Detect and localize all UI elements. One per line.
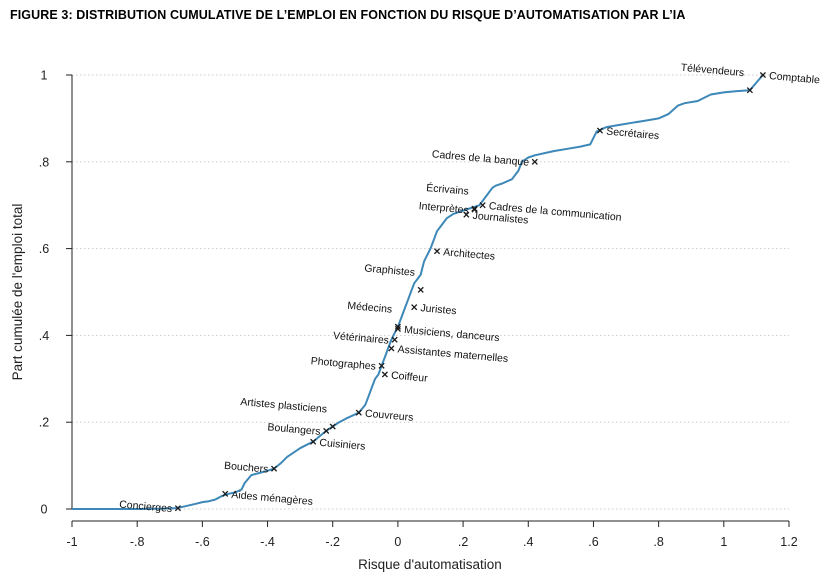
occupation-label-5: Artistes plasticiens [240,396,328,416]
marker-x-3 [310,438,317,445]
occupation-marker-12 [394,323,401,330]
marker-x-19 [479,202,486,209]
x-axis-title: Risque d'automatisation [358,557,502,572]
occupation-label-3: Cuisiniers [319,437,366,453]
occupation-marker-8 [378,362,385,369]
y-axis-title: Part cumulée de l'emploi total [10,204,25,381]
occupation-marker-6 [355,409,362,416]
occupation-label-22: Télévendeurs [680,62,744,79]
occupation-label-1: Aides ménagères [231,489,313,508]
figure-title: FIGURE 3: DISTRIBUTION CUMULATIVE DE L’E… [10,8,686,22]
marker-x-22 [746,87,753,94]
series-layer [72,74,764,510]
y-tick-label-2: .4 [39,329,49,343]
occupation-label-0: Concierges [119,499,173,516]
occupation-label-13: Juristes [420,302,457,317]
marker-x-8 [378,362,385,369]
x-tick-label-2: -.6 [195,535,210,549]
occupation-marker-23 [759,71,766,79]
occupation-label-14: Graphistes [364,262,416,278]
grid-layer [72,74,789,510]
occupation-marker-3 [310,438,317,445]
marker-x-21 [596,127,604,134]
occupation-marker-1 [222,490,229,497]
marker-x-0 [174,505,181,512]
x-tick-label-5: 0 [394,535,401,549]
y-tick-label-4: .8 [39,155,49,169]
occupation-label-10: Vétérinaires [333,330,390,347]
marker-x-20 [531,158,538,165]
occupation-label-15: Architectes [443,246,496,262]
y-tick-label-5: 1 [41,69,48,83]
marker-x-18 [471,205,478,212]
occupation-marker-7 [381,371,388,378]
y-tick-label-0: 0 [41,503,48,517]
marker-x-1 [222,490,229,497]
occupation-label-6: Couvreurs [365,408,414,424]
marker-x-11 [394,325,401,332]
occupation-marker-5 [329,423,336,430]
occupation-label-11: Musiciens, danceurs [404,324,500,344]
occupation-marker-18 [471,205,478,212]
occupation-marker-21 [596,127,604,134]
occupation-label-18: Écrivains [426,181,470,198]
occupation-label-20: Cadres de la banque [431,148,529,168]
marker-x-13 [411,304,418,311]
occupation-marker-2 [271,465,278,472]
marker-x-23 [759,71,766,79]
annotation-layer: Concierges Aides ménagères Bouchers Cuisini… [119,62,821,515]
x-tick-label-10: 1 [720,535,727,549]
occupation-label-9: Assistantes maternelles [397,343,509,365]
occupation-marker-15 [433,248,441,255]
occupation-marker-10 [391,336,398,343]
marker-x-4 [323,427,330,434]
marker-x-15 [433,248,441,255]
occupation-label-17: Interprètes [418,200,469,216]
marker-x-5 [329,423,336,430]
x-tick-label-0: -1 [66,535,77,549]
occupation-marker-16 [463,211,470,218]
marker-x-2 [271,465,278,472]
x-tick-label-8: .6 [588,535,598,549]
occupation-label-4: Boulangers [267,421,321,438]
occupation-marker-9 [388,345,395,352]
x-tick-label-1: -.8 [130,535,145,549]
occupation-marker-13 [411,304,418,311]
x-tick-label-3: -.4 [260,535,275,549]
occupation-marker-14 [417,286,424,293]
marker-x-16 [463,211,470,218]
occupation-marker-19 [479,202,486,209]
x-tick-label-9: .8 [653,535,663,549]
marker-x-14 [417,286,424,293]
x-tick-label-11: 1.2 [780,535,797,549]
occupation-marker-22 [746,87,753,94]
axes-layer: 0 .2 .4 .6 .8 1 -1 -.8 -.6 -.4 -.2 0 .2 .4 .6 .8 1 1.2 [39,69,798,550]
occupation-marker-0 [174,505,181,512]
occupation-marker-20 [531,158,538,165]
marker-x-12 [394,323,401,330]
marker-x-6 [355,409,362,416]
y-tick-label-3: .6 [39,242,49,256]
occupation-label-21: Secrétaires [606,126,660,143]
marker-x-9 [388,345,395,352]
cumulative-share-line-0 [72,74,764,510]
occupation-label-7: Coiffeur [391,369,429,384]
marker-x-10 [391,336,398,343]
x-tick-label-4: -.2 [325,535,340,549]
occupation-label-8: Photographes [310,355,376,373]
occupation-label-23: Comptable [769,70,821,86]
occupation-label-12: Médecins [347,300,393,316]
x-tick-label-6: .2 [458,535,468,549]
y-tick-label-1: .2 [39,416,49,430]
occupation-marker-4 [323,427,330,434]
occupation-label-16: Journalistes [472,210,529,227]
x-tick-label-7: .4 [523,535,533,549]
marker-x-7 [381,371,388,378]
occupation-label-2: Bouchers [224,460,269,476]
occupation-marker-11 [394,325,401,332]
